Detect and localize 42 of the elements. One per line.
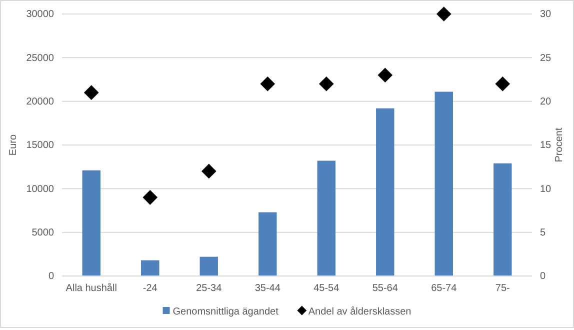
bar — [317, 160, 336, 276]
x-tick-label: Alla hushåll — [66, 282, 117, 294]
point — [201, 164, 216, 179]
x-tick-label: 45-54 — [314, 283, 340, 294]
y2-tick-label: 15 — [540, 140, 552, 152]
legend-label: Genomsnittliga ägandet — [172, 306, 279, 318]
x-tick-label: 35-44 — [254, 283, 281, 294]
bar — [82, 170, 100, 276]
y-tick-label: 15000 — [26, 140, 54, 152]
x-tick-label: 55-64 — [372, 283, 398, 294]
y2-axis-title: Procent — [554, 128, 565, 162]
point — [318, 76, 334, 92]
y-axis-title: Euro — [8, 134, 19, 156]
bar — [258, 212, 277, 276]
x-tick-label: 25-34 — [196, 283, 222, 294]
bar — [494, 163, 512, 276]
y-tick-label: 20000 — [26, 96, 54, 108]
point — [142, 190, 158, 205]
y2-tick-label: 5 — [540, 228, 546, 239]
y2-tick-label: 10 — [540, 184, 552, 195]
y2-tick-label: 25 — [540, 52, 552, 64]
bar — [434, 92, 453, 276]
point — [84, 85, 99, 100]
y2-tick-label: 0 — [540, 271, 546, 282]
y-tick-label: 5000 — [32, 228, 54, 239]
y2-tick-label: 30 — [540, 9, 552, 20]
x-tick-label: -24 — [142, 283, 158, 294]
bar — [376, 108, 394, 276]
y-tick-label: 0 — [48, 271, 54, 282]
x-tick-label: 75- — [495, 283, 510, 294]
y-tick-label: 25000 — [26, 52, 54, 64]
point — [378, 68, 393, 83]
x-tick-label: 65-74 — [431, 283, 458, 294]
y-tick-label: 10000 — [26, 184, 54, 195]
y-tick-label: 30000 — [26, 9, 54, 20]
point — [436, 6, 452, 22]
point — [260, 76, 276, 92]
bar — [200, 256, 218, 276]
legend-label: Andel av åldersklassen — [308, 306, 412, 318]
y2-tick-label: 20 — [540, 96, 552, 108]
point — [495, 76, 510, 92]
bar — [141, 260, 160, 276]
